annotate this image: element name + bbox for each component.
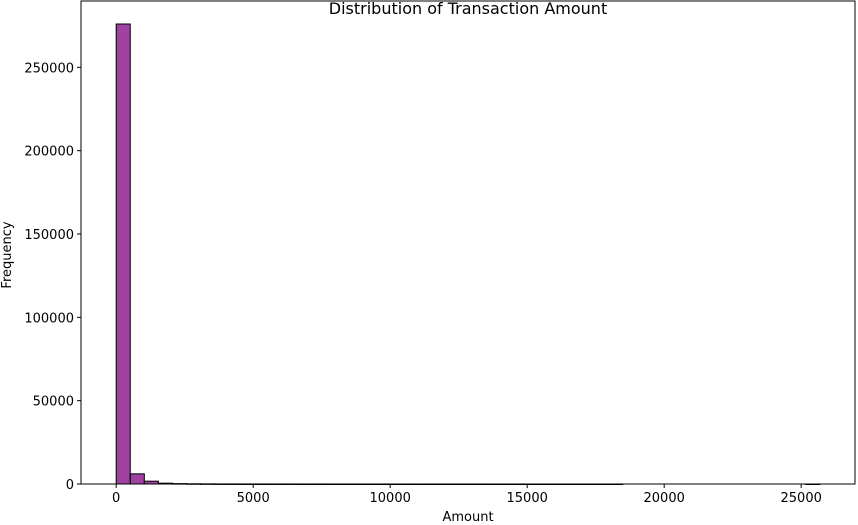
x-tick-label: 5000 — [237, 491, 270, 506]
y-tick-label: 150000 — [24, 228, 74, 243]
x-tick-label: 20000 — [644, 491, 685, 506]
histogram-bar — [129, 473, 145, 485]
y-axis-ticks: 0 50000 100000 150000 200000 250000 — [24, 61, 81, 493]
x-axis-ticks: 0 5000 10000 15000 20000 25000 — [112, 484, 822, 506]
x-tick-label: 10000 — [370, 491, 411, 506]
histogram-bar — [115, 23, 131, 485]
plot-frame — [80, 0, 856, 485]
histogram-bars — [115, 23, 821, 485]
y-tick-label: 250000 — [24, 61, 74, 76]
x-tick-label: 25000 — [781, 491, 822, 506]
x-tick-label: 15000 — [507, 491, 548, 506]
x-tick-label: 0 — [112, 491, 120, 506]
y-tick-label: 0 — [66, 478, 74, 493]
y-tick-label: 100000 — [24, 311, 74, 326]
y-axis-label: Frequency — [0, 221, 15, 288]
chart-title: Distribution of Transaction Amount — [329, 0, 607, 18]
y-tick-label: 200000 — [24, 145, 74, 160]
y-tick-label: 50000 — [33, 395, 74, 410]
x-axis-label: Amount — [442, 510, 493, 525]
